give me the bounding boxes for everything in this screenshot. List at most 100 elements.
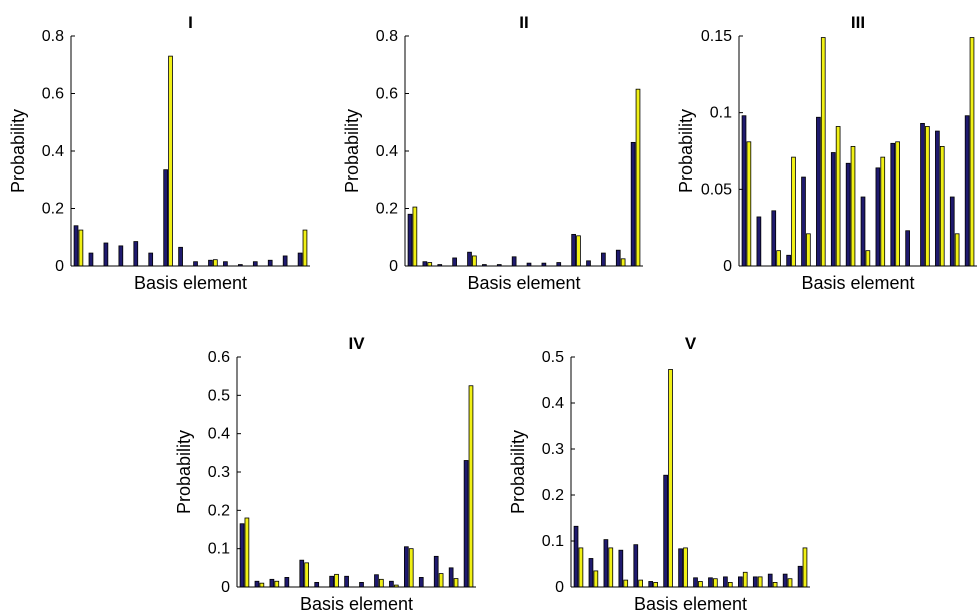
bar-series1-1: [573, 525, 579, 588]
bar-series1-14: [267, 259, 273, 267]
bar-series2-10: [213, 259, 218, 267]
panel-2: 0 0.2 0.4 0.6 0.8 II Basis element Probability: [342, 13, 643, 293]
bar-series1-11: [890, 142, 896, 267]
bar-series1-8: [678, 548, 683, 588]
x-axis-label: Basis element: [300, 594, 413, 614]
bar-series1-1: [239, 523, 245, 588]
bar-series2-10: [379, 578, 384, 588]
bar-series1-11: [556, 262, 562, 267]
bar-series2-14: [438, 573, 444, 588]
bar-series1-16: [964, 115, 970, 267]
bar-series2-4: [623, 579, 629, 588]
y-axis-label: Probability: [174, 430, 194, 514]
bar-series2-7: [168, 55, 173, 267]
bar-series1-12: [403, 546, 409, 588]
bar-series1-6: [816, 116, 821, 267]
panel-4: 0 0.1 0.2 0.3 0.4 0.5 0.6 IV Basis element Probab…: [174, 334, 476, 614]
bar-series1-5: [133, 241, 139, 267]
bar-series2-3: [274, 580, 280, 588]
bar-series2-1: [412, 206, 418, 267]
bar-series2-15: [954, 233, 960, 267]
bar-series1-13: [252, 261, 258, 267]
bar-series2-16: [302, 229, 308, 267]
bar-series1-3: [269, 578, 275, 588]
bar-series1-13: [920, 123, 925, 267]
y-tick-label: 0: [221, 579, 230, 596]
bar-series2-6: [653, 582, 658, 588]
bar-series1-11: [389, 580, 394, 588]
bar-series1-6: [148, 252, 154, 267]
bar-series1-6: [648, 581, 654, 588]
bar-series1-14: [767, 573, 773, 588]
y-axis-label: Probability: [342, 109, 362, 193]
bar-series1-10: [875, 167, 881, 267]
bar-series2-2: [259, 582, 265, 588]
bar-series2-12: [408, 548, 414, 588]
x-axis-label: Basis element: [634, 594, 747, 614]
x-axis-label: Basis element: [134, 273, 247, 293]
bar-series2-11: [727, 582, 733, 588]
bar-series1-9: [193, 261, 198, 267]
bar-series1-4: [786, 254, 791, 267]
bar-series2-7: [668, 369, 673, 588]
bar-series1-4: [452, 257, 457, 267]
bar-series2-14: [939, 145, 945, 267]
y-axis-label: Probability: [508, 430, 528, 514]
panel-title: III: [851, 13, 865, 32]
bar-series1-2: [88, 252, 94, 267]
bar-series1-16: [630, 141, 636, 267]
y-tick-label: 0: [389, 258, 398, 275]
panel-3: 0 0.05 0.1 0.15 III Basis element Probability: [676, 13, 977, 293]
bar-series2-1: [746, 141, 752, 267]
bar-series1-5: [467, 251, 472, 267]
bar-series2-2: [593, 570, 599, 588]
bar-series1-14: [935, 130, 940, 267]
y-tick-label: 0.3: [542, 441, 564, 458]
bar-series1-16: [463, 460, 469, 588]
bar-series2-12: [576, 235, 581, 267]
bar-series2-13: [925, 126, 930, 267]
y-tick-label: 0.4: [376, 143, 398, 160]
bar-series2-10: [713, 578, 718, 588]
bar-series2-5: [638, 579, 643, 588]
bar-series1-1: [407, 213, 413, 267]
bar-series1-5: [801, 176, 806, 267]
bar-series1-5: [299, 559, 305, 588]
bar-series2-1: [78, 229, 84, 267]
bar-series1-8: [344, 575, 349, 588]
bar-series2-12: [742, 571, 748, 588]
x-axis-label: Basis element: [801, 273, 914, 293]
bar-series1-2: [422, 261, 428, 267]
bar-series2-5: [806, 233, 811, 267]
bar-series1-2: [588, 558, 594, 588]
bar-series1-8: [178, 246, 183, 267]
bar-series1-14: [601, 252, 606, 267]
panel-title: I: [188, 13, 193, 32]
bar-series1-12: [571, 233, 576, 267]
y-tick-label: 0.6: [208, 349, 230, 366]
bar-series1-9: [693, 577, 698, 588]
bar-series1-3: [771, 210, 777, 267]
y-tick-label: 0: [723, 258, 732, 275]
y-tick-label: 0.6: [42, 86, 64, 103]
x-axis-label: Basis element: [467, 273, 580, 293]
bar-series1-9: [860, 196, 866, 267]
bar-series2-5: [472, 255, 477, 267]
bar-series1-2: [254, 580, 260, 588]
bar-series2-4: [791, 156, 796, 267]
y-tick-label: 0: [55, 258, 64, 275]
y-tick-label: 0.4: [542, 395, 564, 412]
y-tick-label: 0.3: [208, 464, 230, 481]
bar-series1-5: [633, 544, 639, 588]
y-tick-label: 0.4: [208, 426, 230, 443]
y-tick-label: 0.1: [208, 541, 230, 558]
bar-series1-15: [448, 567, 454, 588]
y-tick-label: 0.1: [710, 105, 732, 122]
bar-series1-12: [905, 230, 910, 267]
bar-series1-7: [830, 152, 836, 267]
y-tick-label: 0.5: [208, 387, 230, 404]
bar-series2-9: [698, 581, 703, 588]
bar-series2-8: [683, 547, 688, 588]
bar-series1-7: [163, 169, 168, 267]
panel-1: 0 0.2 0.4 0.6 0.8 I Basis element Probability: [8, 13, 310, 293]
